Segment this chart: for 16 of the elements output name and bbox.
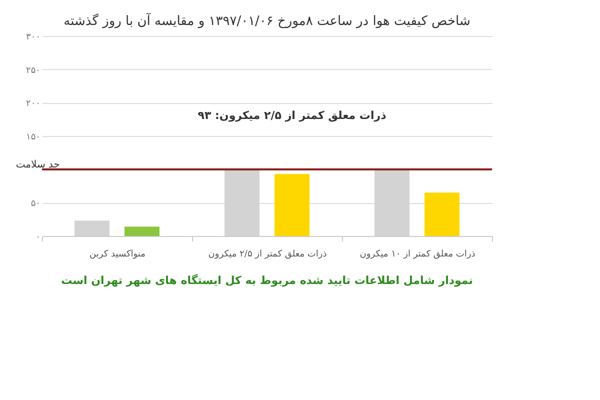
y-tick-label: ۳۰۰ xyxy=(26,32,40,42)
chart-title: شاخص کیفیت هوا در ساعت ۸مورخ ۱۳۹۷/۰۱/۰۶ و مقایسه آن با روز گذشته xyxy=(64,12,470,29)
y-tick-label: ۲۰۰ xyxy=(26,99,40,110)
annotation: ذرات معلق کمتر از ۲/۵ میکرون: ۹۳ xyxy=(198,109,387,122)
bar xyxy=(124,226,160,236)
y-tick-label: ۱۵۰ xyxy=(26,132,40,142)
text: نمودار شامل اطلاعات تایید شده مربوط به کل ایستگاه های شهر تهران است xyxy=(61,274,473,287)
y-tick-label: ۵۰ xyxy=(30,199,40,210)
x-tick-label: ذرات معلق کمتر از ۲/۵ میکرون xyxy=(208,250,327,260)
x-tick-label: منواکسید کربن xyxy=(90,250,146,260)
y-tick-label: ۲۵۰ xyxy=(26,66,40,76)
y-tick-label: ۰ xyxy=(36,232,40,242)
ref-line-label: حد سلامت xyxy=(16,159,60,170)
bar xyxy=(274,174,310,236)
bar xyxy=(424,192,460,236)
x-tick-label: ذرات معلق کمتر از ۱۰ میکرون xyxy=(360,250,476,260)
